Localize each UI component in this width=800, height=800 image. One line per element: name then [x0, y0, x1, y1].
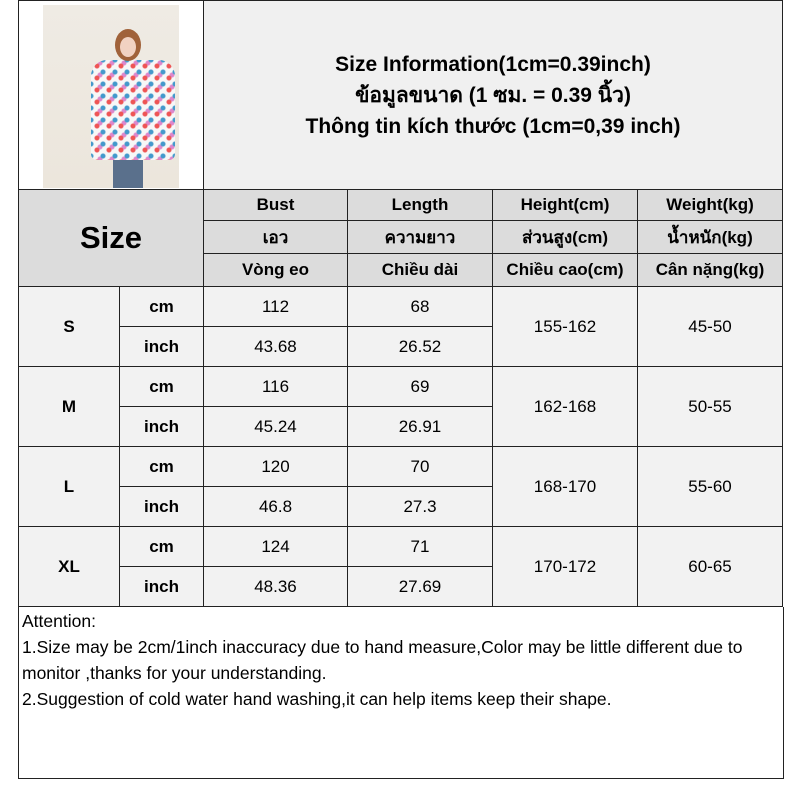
- size-row-cm: L cm 120 70 168-170 55-60: [18, 446, 784, 527]
- size-info-title: Size Information(1cm=0.39inch) ข้อมูลขนา…: [202, 0, 784, 190]
- size-label: M: [18, 366, 120, 447]
- product-photo: [43, 5, 179, 188]
- title-vi: Thông tin kích thước (1cm=0,39 inch): [305, 114, 681, 138]
- col-header-length-en: Length: [347, 189, 493, 221]
- size-label: S: [18, 286, 120, 367]
- size-label: L: [18, 446, 120, 527]
- attention-notes: Attention: 1.Size may be 2cm/1inch inacc…: [18, 607, 784, 779]
- weight-range: 45-50: [636, 286, 784, 367]
- bust-inch: 46.8: [203, 486, 348, 527]
- length-inch: 27.69: [347, 566, 493, 607]
- col-header-height-vi: Chiều cao(cm): [492, 253, 638, 287]
- unit-inch-label: inch: [119, 486, 204, 527]
- attention-heading: Attention:: [22, 611, 96, 631]
- length-cm: 70: [347, 446, 493, 487]
- col-header-weight-en: Weight(kg): [636, 189, 784, 221]
- col-header-weight-th: น้ำหนัก(kg): [636, 220, 784, 254]
- bust-cm: 116: [203, 366, 348, 407]
- weight-range: 60-65: [636, 526, 784, 607]
- attention-note-2: 2.Suggestion of cold water hand washing,…: [22, 689, 612, 709]
- size-label: XL: [18, 526, 120, 607]
- height-range: 162-168: [492, 366, 638, 447]
- length-inch: 26.52: [347, 326, 493, 367]
- bust-inch: 45.24: [203, 406, 348, 447]
- bust-inch: 48.36: [203, 566, 348, 607]
- length-cm: 68: [347, 286, 493, 327]
- size-chart: Size Information(1cm=0.39inch) ข้อมูลขนา…: [18, 0, 784, 779]
- length-inch: 26.91: [347, 406, 493, 447]
- unit-cm-label: cm: [119, 286, 204, 327]
- size-row-cm: XL cm 124 71 170-172 60-65: [18, 526, 784, 607]
- unit-inch-label: inch: [119, 566, 204, 607]
- col-header-height-th: ส่วนสูง(cm): [492, 220, 638, 254]
- col-header-bust-en: Bust: [203, 189, 348, 221]
- weight-range: 50-55: [636, 366, 784, 447]
- height-range: 170-172: [492, 526, 638, 607]
- unit-cm-label: cm: [119, 526, 204, 567]
- size-table: Size Information(1cm=0.39inch) ข้อมูลขนา…: [18, 0, 784, 607]
- bust-cm: 120: [203, 446, 348, 487]
- height-range: 168-170: [492, 446, 638, 527]
- attention-note-1: 1.Size may be 2cm/1inch inaccuracy due t…: [22, 637, 743, 683]
- size-header: Size: [18, 189, 204, 287]
- col-header-bust-th: เอว: [203, 220, 348, 254]
- unit-cm-label: cm: [119, 366, 204, 407]
- size-row-cm: M cm 116 69 162-168 50-55: [18, 366, 784, 447]
- height-range: 155-162: [492, 286, 638, 367]
- col-header-length-th: ความยาว: [347, 220, 493, 254]
- length-inch: 27.3: [347, 486, 493, 527]
- unit-cm-label: cm: [119, 446, 204, 487]
- col-header-weight-vi: Cân nặng(kg): [636, 253, 784, 287]
- length-cm: 71: [347, 526, 493, 567]
- bust-inch: 43.68: [203, 326, 348, 367]
- col-header-height-en: Height(cm): [492, 189, 638, 221]
- unit-inch-label: inch: [119, 406, 204, 447]
- size-row-cm: S cm 112 68 155-162 45-50: [18, 286, 784, 367]
- unit-inch-label: inch: [119, 326, 204, 367]
- bust-cm: 124: [203, 526, 348, 567]
- title-th: ข้อมูลขนาด (1 ซม. = 0.39 นิ้ว): [355, 83, 631, 107]
- col-header-length-vi: Chiều dài: [347, 253, 493, 287]
- length-cm: 69: [347, 366, 493, 407]
- bust-cm: 112: [203, 286, 348, 327]
- title-en: Size Information(1cm=0.39inch): [335, 52, 651, 76]
- weight-range: 55-60: [636, 446, 784, 527]
- product-photo-cell: [18, 0, 204, 190]
- col-header-bust-vi: Vòng eo: [203, 253, 348, 287]
